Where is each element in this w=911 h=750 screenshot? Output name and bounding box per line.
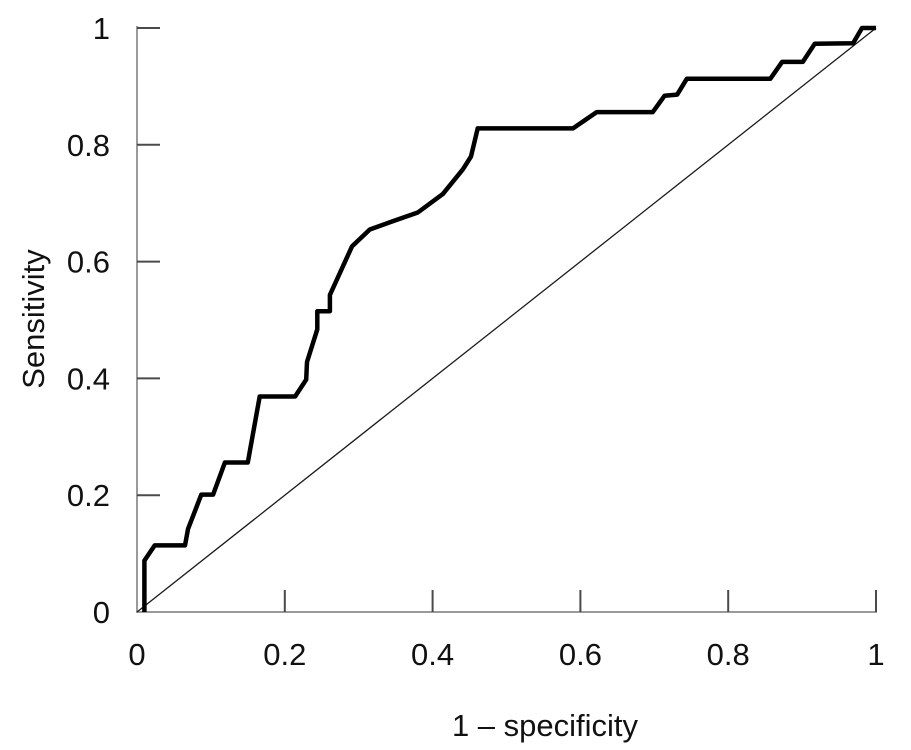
y-axis-tick-labels: 0 0.2 0.4 0.6 0.8 1 — [67, 11, 110, 630]
x-axis-title: 1 – specificity — [452, 708, 639, 743]
y-tick-label: 0.4 — [67, 361, 110, 396]
reference-diagonal-line — [136, 27, 877, 613]
x-tick-label: 0.4 — [411, 637, 454, 672]
x-tick-label: 0.2 — [263, 637, 306, 672]
x-tick-label: 0 — [128, 637, 145, 672]
y-tick-label: 0 — [93, 595, 110, 630]
x-tick-label: 0.6 — [559, 637, 602, 672]
y-axis-ticks — [137, 27, 160, 497]
y-axis-title: Sensitivity — [16, 249, 51, 389]
x-axis-ticks — [283, 590, 877, 612]
y-tick-label: 0.6 — [67, 245, 110, 280]
y-tick-label: 1 — [93, 11, 110, 46]
roc-curve-line — [142, 25, 876, 612]
x-tick-label: 1 — [867, 637, 884, 672]
x-axis-tick-labels: 0 0.2 0.4 0.6 0.8 1 — [128, 637, 884, 672]
y-tick-label: 0.2 — [67, 478, 110, 513]
x-tick-label: 0.8 — [707, 637, 750, 672]
y-tick-label: 0.8 — [67, 128, 110, 163]
